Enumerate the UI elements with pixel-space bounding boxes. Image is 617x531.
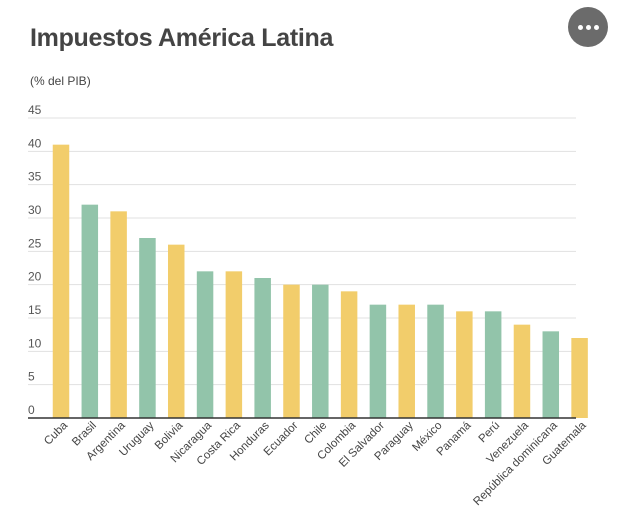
bars [52, 144, 588, 418]
bar [542, 331, 560, 418]
x-tick-label: Cuba [42, 419, 70, 447]
y-tick-label: 30 [28, 203, 42, 217]
chart-title: Impuestos América Latina [30, 24, 334, 52]
y-tick-label: 5 [28, 370, 35, 384]
x-tick-label: Chile [302, 420, 329, 447]
y-tick-label: 20 [28, 270, 42, 284]
x-axis-ticks: Cuba BrasilArgentinaUruguayBoliviaNicarag… [42, 419, 589, 508]
bar [283, 284, 300, 418]
bar [196, 271, 214, 418]
y-tick-label: 40 [28, 136, 42, 150]
y-tick-label: 15 [28, 303, 42, 317]
bar [139, 238, 156, 418]
y-tick-label: 0 [28, 403, 35, 417]
bar [484, 311, 502, 418]
y-tick-label: 25 [28, 236, 42, 250]
bar [52, 144, 70, 418]
y-tick-label: 35 [28, 170, 42, 184]
bar [225, 271, 243, 418]
bar [312, 284, 329, 418]
bar [427, 304, 444, 418]
y-axis-unit-label: (% del PIB) [30, 74, 91, 88]
bar [456, 311, 473, 418]
bar [513, 324, 531, 418]
bar [369, 304, 387, 418]
bar [167, 244, 185, 418]
bar [398, 304, 415, 418]
x-tick-label: Perú [477, 420, 503, 446]
y-tick-label: 45 [28, 103, 42, 117]
bar [340, 291, 358, 418]
y-axis-ticks: 0 5 10 15 20 25 30 35 40 45 [28, 103, 42, 417]
more-horizontal-icon [568, 7, 608, 47]
bar [571, 338, 588, 418]
bar [110, 211, 127, 418]
bar [81, 204, 99, 418]
y-tick-label: 10 [28, 336, 42, 350]
bar [254, 278, 271, 418]
chart-menu-button[interactable] [568, 7, 608, 47]
